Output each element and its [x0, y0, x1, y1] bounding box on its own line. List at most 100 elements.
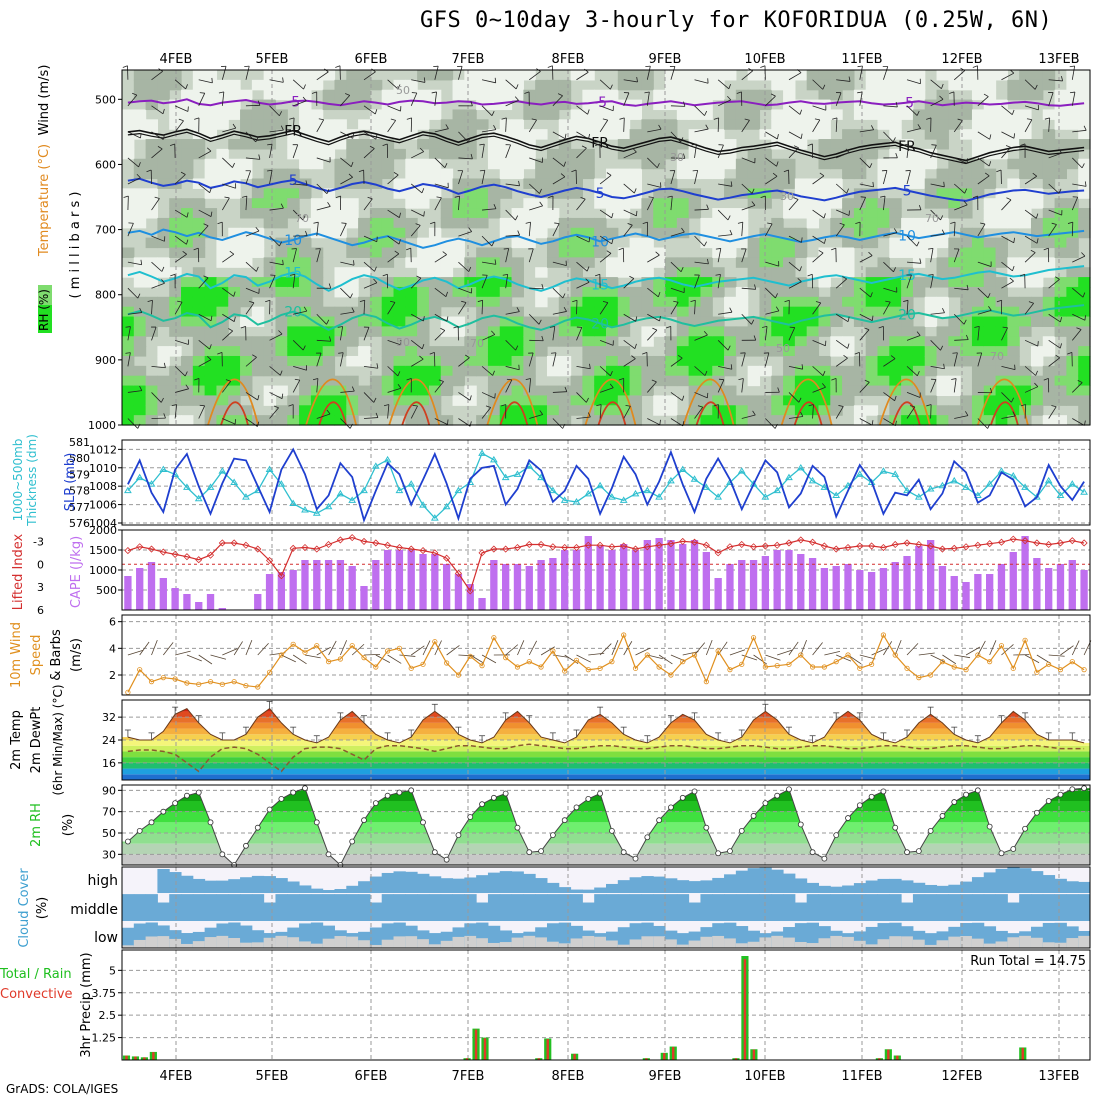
wind-barb-flag: [279, 241, 283, 247]
rh-cell: [889, 158, 902, 170]
isotherm-15: [127, 265, 1085, 292]
low-cloud-gray: [1066, 938, 1079, 948]
wind10m-marker: [833, 659, 839, 665]
rh-cell: [310, 415, 324, 426]
wind-barb: [835, 92, 842, 106]
cape-bar: [679, 544, 687, 610]
rh-cell: [263, 415, 277, 426]
rh-cell: [523, 415, 536, 426]
wind-barb-flag: [587, 109, 590, 115]
wind10m-barb: [930, 654, 946, 663]
wind-barb-flag: [514, 96, 519, 101]
li-marker: [584, 541, 592, 549]
rh-cell: [346, 385, 359, 397]
wind10m-marker: [998, 643, 1005, 649]
wind-barb-flag: [1055, 354, 1060, 359]
rh-cell: [983, 119, 997, 130]
rh-cell: [712, 247, 725, 258]
rh-cell: [783, 365, 796, 377]
wind-barb: [434, 157, 446, 168]
wind-barb: [269, 79, 284, 83]
wind10m-marker: [337, 656, 343, 662]
li-marker: [596, 541, 604, 549]
rh-cell: [228, 139, 241, 150]
rh-cell: [783, 139, 796, 150]
rh-cell: [133, 198, 147, 209]
wind10m-marker: [668, 672, 674, 678]
rh-cell: [735, 109, 749, 120]
wind-barb-flag: [524, 91, 530, 94]
wind-barb-flag: [344, 93, 350, 96]
wind-barb: [387, 79, 399, 90]
low-cloud-gray: [310, 943, 324, 948]
rh-cell: [487, 247, 501, 258]
cloud-bar: [299, 885, 312, 893]
wind10m-barb: [694, 642, 706, 656]
wind10m-barb: [777, 649, 793, 656]
rh-cell: [700, 385, 713, 397]
rh-cell: [570, 158, 583, 170]
wind-barb-flag: [311, 91, 317, 94]
rh-cell: [877, 385, 890, 397]
rh-cell: [464, 148, 477, 160]
rh-cell: [877, 296, 890, 308]
wind10m-barb: [127, 649, 144, 656]
rh-cell: [535, 208, 548, 219]
rh2m-marker: [148, 819, 155, 826]
rh-cell: [169, 168, 182, 180]
rh-cell: [606, 365, 619, 377]
wind-barb-flag: [446, 316, 449, 322]
rh-cell: [794, 415, 808, 426]
wind-barb: [481, 392, 495, 399]
rh-cell: [995, 237, 1008, 249]
wind-barb: [434, 254, 447, 263]
wind-barb-flag: [683, 153, 686, 159]
wind-barb: [340, 95, 351, 107]
rh-cell: [145, 385, 159, 397]
rh-cell: [546, 158, 560, 170]
rh-cell: [417, 415, 430, 426]
rh-cell: [440, 296, 454, 308]
rh-cell: [228, 89, 241, 101]
wind-barb-flag: [390, 118, 396, 121]
wind10m-marker: [503, 655, 509, 661]
wind-barb-flag: [870, 292, 873, 298]
wind-barb: [1001, 280, 1014, 289]
rh-cell: [759, 129, 772, 140]
wind-barb: [576, 198, 586, 211]
rh-cell: [263, 208, 277, 219]
wind-barb-flag: [893, 267, 896, 273]
rh-cell: [794, 395, 808, 406]
rh-cell: [405, 89, 418, 101]
wind-barb: [788, 72, 802, 81]
rh-cell: [511, 346, 524, 357]
rh-cell: [759, 316, 772, 327]
rh-cell: [842, 148, 855, 160]
wind-barb-flag: [493, 204, 497, 209]
rh-cell: [417, 277, 430, 288]
rh-cell: [417, 375, 430, 387]
rh2m-fill: [122, 788, 1090, 865]
wind10m-marker: [975, 652, 981, 658]
rh-cell: [853, 198, 867, 209]
rh-cell: [617, 257, 631, 268]
rh2m-marker: [786, 786, 792, 793]
rh-cell: [204, 178, 218, 189]
rh-cell: [358, 355, 371, 367]
wind-barb-flag: [1084, 181, 1087, 187]
cloud-bar: [452, 894, 465, 921]
wind10m-barb: [375, 654, 391, 664]
rh-cell: [204, 306, 218, 318]
wind-barb: [599, 79, 611, 90]
rh2m-marker: [514, 824, 521, 831]
wind-barb-flag: [1028, 301, 1034, 304]
wind-barb: [670, 131, 681, 143]
rh-cell: [912, 355, 926, 367]
wind-barb: [552, 157, 565, 167]
isotherm-5: [127, 177, 1085, 202]
rh-cell: [676, 70, 690, 81]
thickness-marker: [537, 473, 545, 481]
rh-cell: [157, 178, 170, 189]
wind-barb-flag: [359, 299, 365, 303]
